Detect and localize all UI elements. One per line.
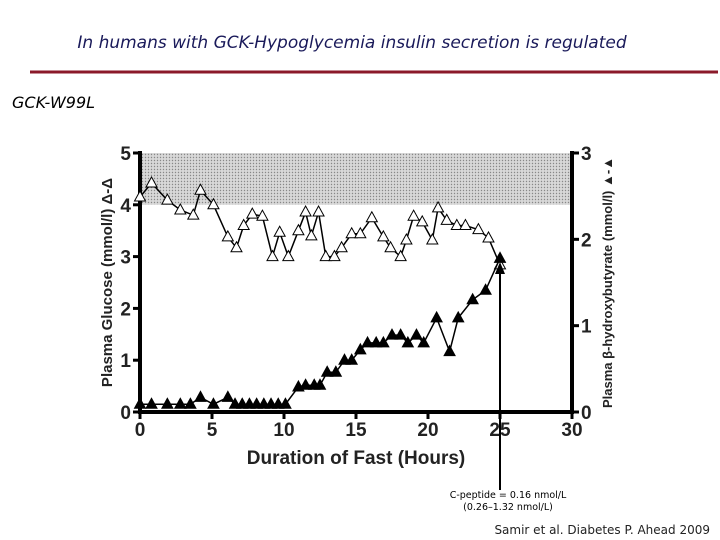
marker <box>365 210 379 223</box>
marker <box>459 218 472 231</box>
marker <box>221 229 235 242</box>
marker <box>384 240 397 253</box>
y-tick-label: 3 <box>120 248 131 269</box>
marker <box>443 344 456 357</box>
x-tick-label: 20 <box>417 420 438 441</box>
y2-tick-label: 3 <box>581 144 592 165</box>
marker <box>319 249 333 262</box>
marker <box>299 205 312 217</box>
marker <box>207 397 220 409</box>
marker <box>377 229 390 242</box>
marker <box>313 378 327 390</box>
marker <box>237 218 251 231</box>
marker <box>266 249 279 262</box>
marker <box>145 176 158 188</box>
marker <box>482 230 495 243</box>
slide-title: In humans with GCK-Hypoglycemia insulin … <box>77 33 626 53</box>
annotation: C-peptide = 0.16 nmol/L <box>450 490 567 501</box>
marker <box>186 208 200 220</box>
marker <box>184 397 197 409</box>
marker <box>328 249 341 262</box>
marker <box>361 335 374 348</box>
marker <box>207 197 220 210</box>
marker <box>292 223 305 236</box>
marker <box>407 209 420 221</box>
marker <box>430 310 443 323</box>
marker <box>431 200 445 213</box>
marker <box>335 240 348 253</box>
x-tick-label: 5 <box>207 420 218 441</box>
marker <box>161 193 174 205</box>
marker <box>415 214 429 227</box>
marker <box>221 390 235 402</box>
x-tick-label: 10 <box>273 420 294 441</box>
y-tick-label: 0 <box>120 403 131 424</box>
marker <box>173 397 187 409</box>
y-tick-label: 5 <box>120 144 131 165</box>
marker <box>245 207 259 219</box>
marker <box>299 378 312 390</box>
marker <box>281 249 295 262</box>
marker <box>173 202 187 215</box>
marker <box>345 226 359 239</box>
x-axis-label: Duration of Fast (Hours) <box>247 448 466 469</box>
marker <box>385 328 399 340</box>
subtitle: GCK-W99L <box>12 93 95 112</box>
marker <box>194 183 207 195</box>
marker <box>329 365 343 377</box>
marker <box>394 328 407 340</box>
marker <box>451 310 465 323</box>
marker <box>320 365 334 377</box>
y2-tick-label: 0 <box>581 403 592 424</box>
marker <box>256 209 269 221</box>
marker <box>279 397 292 409</box>
y-axis-label: Plasma Glucose (mmol/l) Δ-Δ <box>99 178 116 387</box>
marker <box>472 222 485 235</box>
marker <box>161 397 174 409</box>
marker <box>353 342 367 355</box>
marker <box>133 397 147 409</box>
annotation: (0.26–1.32 nmol/L) <box>463 502 553 513</box>
marker <box>377 335 390 348</box>
x-tick-label: 30 <box>561 420 582 441</box>
marker <box>194 390 207 402</box>
y-tick-label: 2 <box>120 299 131 320</box>
shaded-range <box>140 153 572 205</box>
marker <box>417 335 431 348</box>
marker <box>450 218 464 231</box>
marker <box>400 232 413 245</box>
x-tick-label: 0 <box>135 420 146 441</box>
marker <box>401 335 415 348</box>
marker <box>466 292 479 305</box>
arrow-head <box>495 262 505 274</box>
marker <box>410 328 423 340</box>
citation: Samir et al. Diabetes P. Ahead 2009 <box>494 523 710 537</box>
marker <box>305 228 318 241</box>
y2-axis-label: Plasma β-hydroxybutyrate (mmol/l) ▲-▲ <box>600 157 615 408</box>
marker <box>425 232 439 245</box>
marker <box>312 205 325 217</box>
y-tick-label: 1 <box>120 351 131 372</box>
marker <box>133 189 147 202</box>
marker <box>353 226 367 239</box>
marker <box>345 353 359 365</box>
y2-tick-label: 2 <box>581 230 592 251</box>
x-tick-label: 15 <box>345 420 367 441</box>
y2-tick-label: 1 <box>581 317 592 338</box>
marker <box>273 225 287 237</box>
marker <box>230 240 243 253</box>
marker <box>479 283 492 295</box>
marker <box>394 249 407 262</box>
y-tick-label: 4 <box>120 196 131 217</box>
marker <box>440 213 454 225</box>
marker <box>145 397 158 409</box>
